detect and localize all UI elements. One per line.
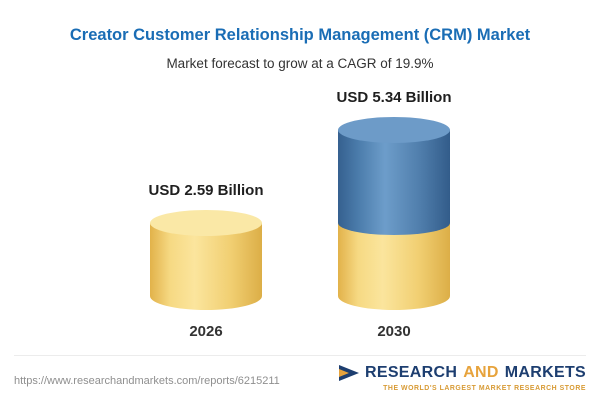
cylinder-top-cap-2030 (338, 117, 450, 143)
seg-2030-yellow (338, 223, 450, 310)
bar-group-2030: USD 5.34 Billion 2030 (319, 89, 469, 340)
chart-subtitle: Market forecast to grow at a CAGR of 19.… (166, 56, 434, 71)
logo-flag-icon (339, 365, 359, 381)
seg-2026-yellow (150, 210, 262, 310)
logo-tagline: THE WORLD'S LARGEST MARKET RESEARCH STOR… (383, 385, 586, 392)
cylinder-top-cap-2026 (150, 210, 262, 236)
bar-group-2026: USD 2.59 Billion 2026 (131, 182, 281, 340)
research-and-markets-logo: RESEARCH AND MARKETS THE WORLD'S LARGEST… (339, 364, 586, 392)
cylinder-2030 (338, 117, 450, 310)
footer: https://www.researchandmarkets.com/repor… (14, 355, 586, 392)
year-label-2030: 2030 (377, 323, 411, 340)
value-label-2026: USD 2.59 Billion (148, 182, 264, 199)
report-url: https://www.researchandmarkets.com/repor… (14, 375, 280, 387)
logo-word-research: RESEARCH (365, 364, 458, 381)
logo-word-markets: MARKETS (504, 364, 586, 381)
logo-word-and: AND (463, 364, 499, 381)
value-label-2030: USD 5.34 Billion (336, 89, 452, 106)
chart-area: USD 2.59 Billion 2026 USD 5.34 Billion 2… (0, 89, 600, 340)
cylinder-2026 (150, 210, 262, 310)
seg-2030-blue (338, 117, 450, 235)
chart-title: Creator Customer Relationship Management… (69, 26, 531, 44)
logo-row: RESEARCH AND MARKETS (339, 364, 586, 382)
year-label-2026: 2026 (189, 323, 223, 340)
